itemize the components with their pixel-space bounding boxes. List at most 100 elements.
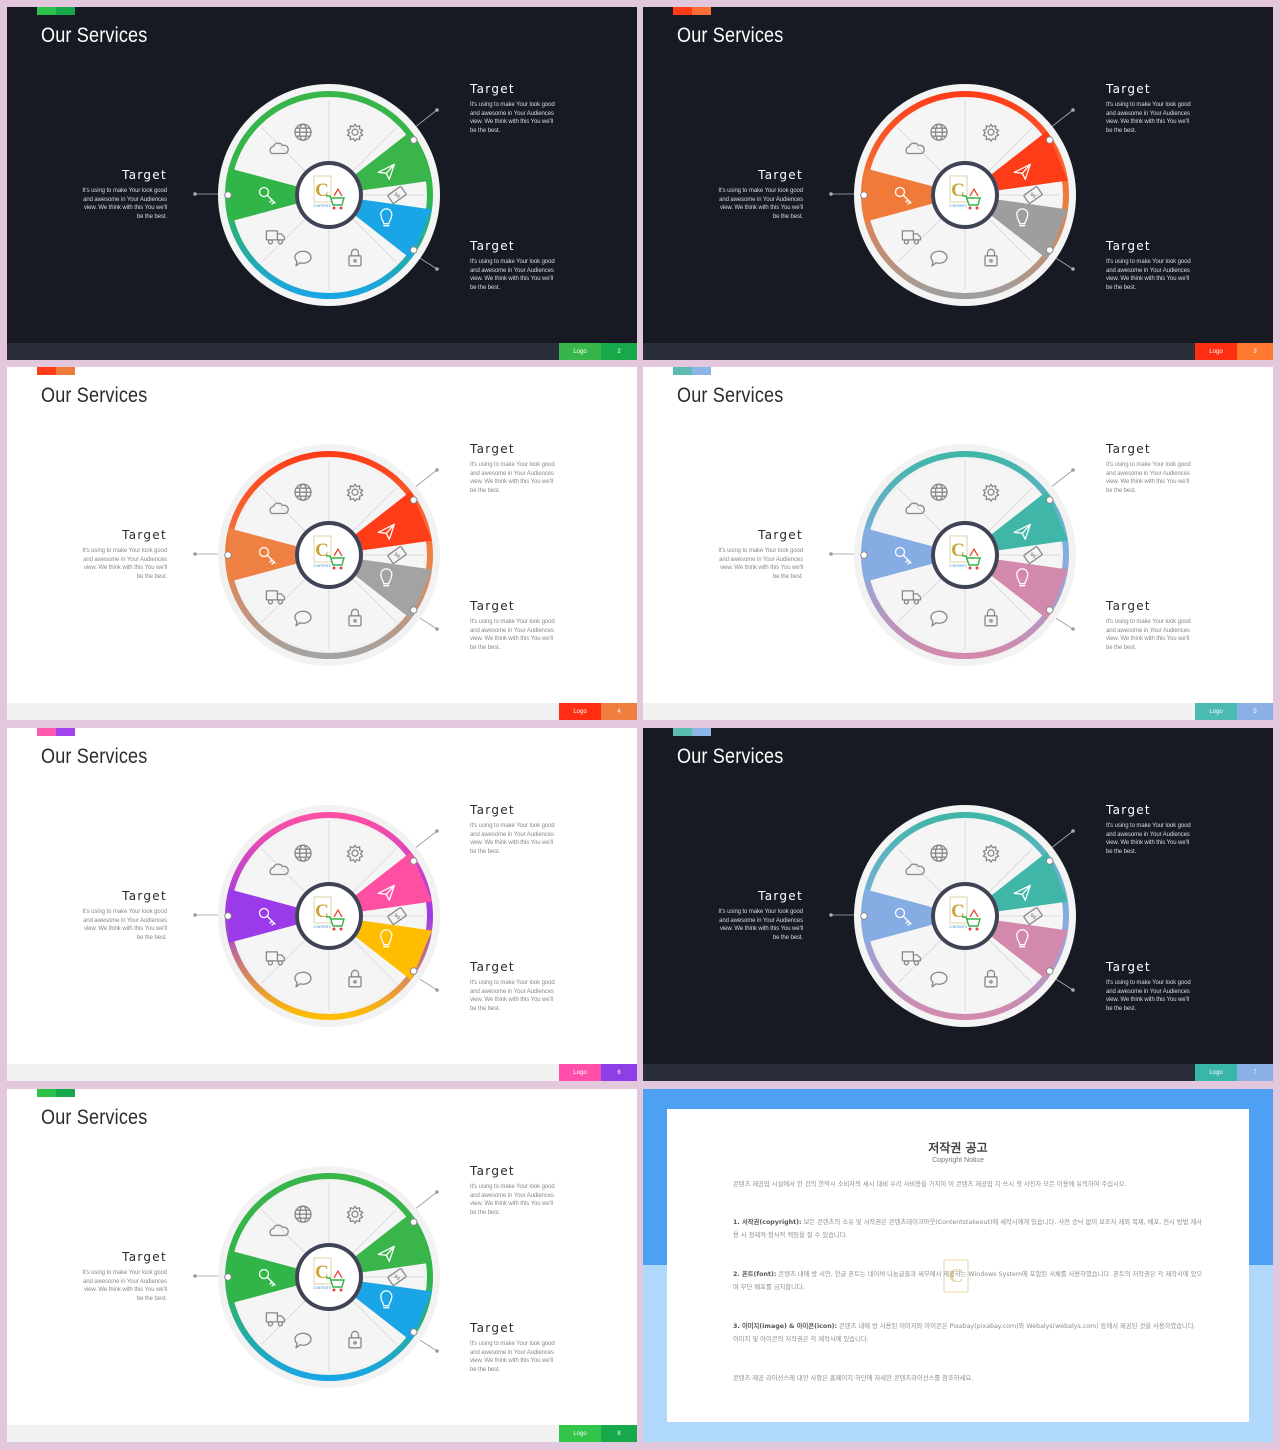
sector-left[interactable] <box>864 889 933 943</box>
footer-page-number: 6 <box>601 1064 637 1081</box>
accent-swatch-2 <box>56 7 75 15</box>
sector-top-right[interactable] <box>355 1213 432 1273</box>
target-desc-line-1: It's using to make Your look good <box>1106 102 1191 108</box>
sector-bottom-right[interactable] <box>355 1281 432 1341</box>
slide-title: Our Services <box>41 24 148 47</box>
slide-accent-bar <box>37 7 75 15</box>
truck-icon <box>901 951 922 966</box>
target-description: It's using to make Your look good and aw… <box>1106 979 1206 1013</box>
svg-text:C: C <box>315 180 329 201</box>
svg-text:C: C <box>951 540 965 561</box>
sector-bottom-right[interactable] <box>355 199 432 259</box>
svg-text:$: $ <box>393 911 402 921</box>
wheel-separator <box>897 578 942 623</box>
footer-page-number: 5 <box>1237 703 1273 720</box>
globe-icon <box>294 1205 312 1223</box>
sector-left[interactable] <box>228 528 297 582</box>
slide-thumbnail[interactable]: Our Services $ C CONTENTS Target It's us… <box>7 1089 637 1442</box>
svg-text:C: C <box>951 901 965 922</box>
target-desc-line-3: view. We think with this You we'll <box>83 926 167 933</box>
target-desc-line-4: be the best. <box>136 934 167 941</box>
sector-left[interactable] <box>864 528 933 582</box>
target-block-left: Target It's using to make Your look good… <box>703 168 803 221</box>
slide-accent-bar <box>673 7 711 15</box>
footer-logo: Logo <box>559 1425 601 1442</box>
slide-title: Our Services <box>41 1106 148 1129</box>
target-desc-line-1: It's using to make Your look good <box>718 909 803 915</box>
sector-left[interactable] <box>228 168 297 222</box>
sector-top-right[interactable] <box>991 131 1068 191</box>
target-desc-line-2: and awesome in Your Audiences <box>83 196 167 203</box>
sector-top-right[interactable] <box>991 491 1068 551</box>
slide-footer: Logo 8 <box>7 1425 637 1442</box>
footer-page-number: 8 <box>601 1425 637 1442</box>
sector-bottom-right[interactable] <box>991 559 1068 619</box>
sector-top-right[interactable] <box>355 852 432 912</box>
sector-top-right[interactable] <box>355 491 432 551</box>
slide-thumbnail[interactable]: Our Services $ C CONTENTS Target It's us… <box>643 367 1273 720</box>
target-desc-line-4: be the best. <box>470 127 501 134</box>
accent-swatch-1 <box>673 7 692 15</box>
target-heading: Target <box>122 168 167 182</box>
footer-page-number: 7 <box>1237 1064 1273 1081</box>
sector-bottom-right[interactable] <box>991 920 1068 980</box>
target-block-top-right: Target It's using to make Your look good… <box>470 442 570 495</box>
slide-thumbnail[interactable]: Our Services $ C CONTENTS Target It's us… <box>643 728 1273 1081</box>
cart-logo-icon: C CONTENTS <box>313 896 345 931</box>
target-desc-line-3: view. We think with this You we'll <box>1106 840 1190 847</box>
lock-icon <box>984 969 998 988</box>
target-block-bottom-right: Target It's using to make Your look good… <box>1106 239 1206 292</box>
target-desc-line-2: and awesome in Your Audiences <box>1106 988 1190 995</box>
target-heading: Target <box>758 168 803 182</box>
sector-bottom-right[interactable] <box>355 559 432 619</box>
wheel-separator <box>261 1209 306 1254</box>
chat-icon <box>294 250 312 267</box>
ring-dot-top-right <box>1045 136 1054 144</box>
wheel-separator <box>352 848 397 893</box>
wheel-separator <box>261 487 306 532</box>
target-heading: Target <box>122 1250 167 1264</box>
slide-accent-bar <box>37 728 75 736</box>
truck-icon <box>265 951 286 966</box>
services-wheel: $ C CONTENTS <box>218 84 440 306</box>
sector-left[interactable] <box>228 889 297 943</box>
target-heading: Target <box>122 528 167 542</box>
paper-plane-icon <box>1013 163 1031 180</box>
target-desc-line-4: be the best. <box>136 213 167 220</box>
sector-top-right[interactable] <box>991 852 1068 912</box>
target-heading: Target <box>758 889 803 903</box>
sector-bottom-right[interactable] <box>355 920 432 980</box>
target-desc-line-4: be the best. <box>470 644 501 651</box>
sector-top-right[interactable] <box>355 131 432 191</box>
gear-icon <box>982 844 1000 863</box>
wheel-separator <box>897 848 942 893</box>
lightbulb-icon <box>380 208 393 227</box>
target-desc-line-1: It's using to make Your look good <box>82 1270 167 1276</box>
svg-text:C: C <box>315 1262 329 1283</box>
sector-left[interactable] <box>864 168 933 222</box>
svg-text:CONTENTS: CONTENTS <box>949 925 966 929</box>
target-desc-line-1: It's using to make Your look good <box>470 980 555 986</box>
svg-text:$: $ <box>393 1272 402 1282</box>
target-block-left: Target It's using to make Your look good… <box>67 889 167 942</box>
lock-icon <box>348 608 362 627</box>
target-desc-line-4: be the best. <box>470 1209 501 1216</box>
target-desc-line-4: be the best. <box>1106 644 1137 651</box>
target-block-left: Target It's using to make Your look good… <box>703 528 803 581</box>
target-description: It's using to make Your look good and aw… <box>67 187 167 221</box>
target-desc-line-2: and awesome in Your Audiences <box>719 917 803 924</box>
slide-thumbnail[interactable]: Our Services $ C CONTENTS Target It's us… <box>643 7 1273 360</box>
sector-bottom-right[interactable] <box>991 199 1068 259</box>
slide-thumbnail[interactable]: Our Services $ C CONTENTS Target It's us… <box>7 7 637 360</box>
target-desc-line-2: and awesome in Your Audiences <box>470 627 554 634</box>
target-block-top-right: Target It's using to make Your look good… <box>470 82 570 135</box>
target-description: It's using to make Your look good and aw… <box>470 979 570 1013</box>
lock-icon <box>348 248 362 267</box>
sector-left[interactable] <box>228 1250 297 1304</box>
chat-icon <box>294 610 312 627</box>
copyright-slide[interactable]: 저작권 공고 Copyright Notice 콘텐츠 제공업 시설에서 한 건… <box>643 1089 1273 1442</box>
slide-thumbnail[interactable]: Our Services $ C CONTENTS Target It's us… <box>7 728 637 1081</box>
slide-thumbnail[interactable]: Our Services $ C CONTENTS Target It's us… <box>7 367 637 720</box>
target-desc-line-1: It's using to make Your look good <box>1106 259 1191 265</box>
services-wheel: $ C CONTENTS <box>854 444 1076 666</box>
